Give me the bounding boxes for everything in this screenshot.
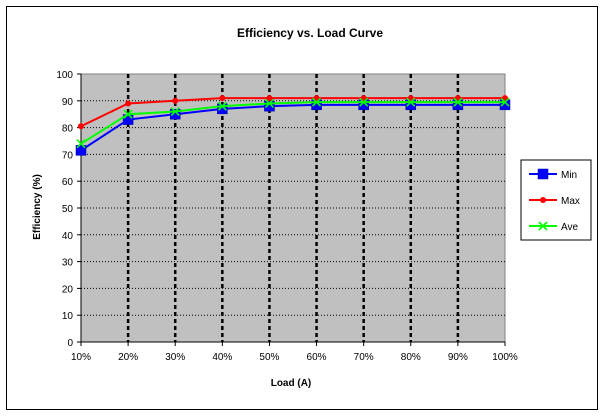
chart-title: Efficiency vs. Load Curve [237,26,383,40]
x-tick-label: 60% [307,352,327,363]
x-tick-label: 80% [401,352,421,363]
legend-marker [538,221,548,231]
x-tick-label: 50% [259,352,279,363]
y-tick-label: 0 [67,338,73,349]
data-point-max [125,100,132,107]
data-point-ave [406,97,416,107]
point-stroke [406,97,416,107]
series-line-min [80,103,505,152]
y-tick-label: 70 [62,150,74,161]
legend-entry-min: Min [529,168,577,181]
data-point-max [78,123,84,130]
data-point-max [266,95,273,102]
y-tick-label: 30 [62,258,74,269]
point-stroke [359,97,369,107]
y-tick-label: 60 [62,177,74,188]
data-point-ave [500,97,510,107]
point-stroke [217,101,227,111]
data-point-ave [359,97,369,107]
series-line-ave [80,101,505,145]
legend-entry-max: Max [529,196,580,207]
legend-marker [537,168,549,180]
y-tick-label: 100 [56,70,73,81]
data-point-max [219,95,226,102]
data-point-max [172,97,179,104]
x-axis-label: Load (A) [271,378,312,389]
x-tick-label: 40% [212,352,232,363]
data-point-ave [264,98,275,109]
legend-label: Max [561,196,580,207]
x-tick-label: 30% [165,352,185,363]
x-tick-label: 20% [118,352,138,363]
data-point-ave [76,139,86,149]
plot-area [80,73,506,343]
x-tick-label: 90% [448,352,468,363]
data-point-ave [170,106,180,117]
series-line-max [80,97,505,128]
x-tick-label: 100% [492,352,518,363]
data-point-min [264,100,275,112]
data-point-min [75,145,87,156]
y-tick-label: 90 [62,97,74,108]
point-stroke [311,97,322,107]
legend-marker [540,197,546,203]
point-stroke [538,221,548,231]
point-stroke [500,97,510,107]
point-stroke [453,97,463,107]
y-tick-label: 80 [62,124,74,135]
y-tick-label: 10 [62,311,74,322]
data-point-min [169,108,181,120]
legend-label: Min [561,170,577,181]
point-stroke [264,98,275,109]
data-point-ave [453,97,463,107]
y-axis-label: Efficiency (%) [32,174,43,240]
data-point-min [217,103,228,115]
data-point-ave [217,101,227,111]
y-tick-label: 40 [62,231,74,242]
y-tick-label: 20 [62,284,74,295]
legend-entry-ave: Ave [529,221,578,233]
point-stroke [170,106,180,117]
x-tick-label: 10% [71,352,91,363]
data-point-ave [123,109,133,119]
point-stroke [123,109,133,119]
data-point-ave [311,97,322,107]
legend-label: Ave [561,222,578,233]
y-tick-label: 50 [62,204,74,215]
x-tick-label: 70% [354,352,374,363]
point-stroke [76,139,86,149]
